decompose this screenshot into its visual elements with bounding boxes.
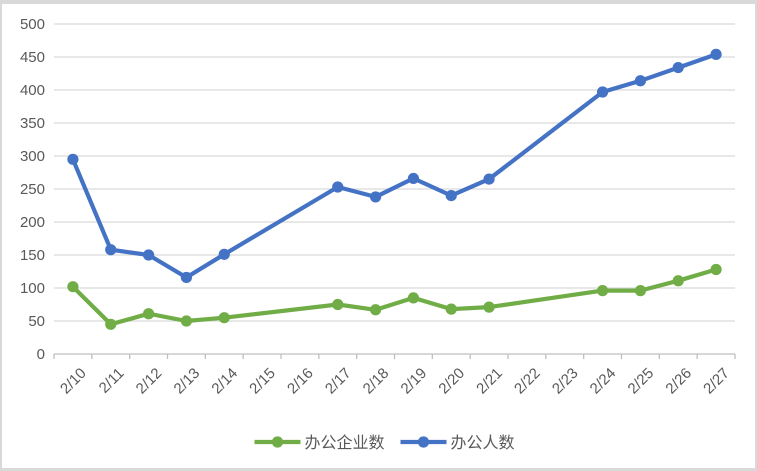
data-point-marker[interactable] xyxy=(634,75,647,87)
data-point-marker[interactable] xyxy=(596,285,609,297)
x-axis-label: 2/22 xyxy=(511,365,544,398)
x-axis-label: 2/27 xyxy=(700,365,733,398)
x-axis-ticks xyxy=(53,354,736,359)
x-axis-labels: 2/10 2/11 2/12 2/13 2/14 2/15 2/16 2/17 2/18 2/19… xyxy=(57,365,733,398)
series-line xyxy=(70,52,719,280)
data-point-marker[interactable] xyxy=(672,61,684,74)
y-axis-label: 50 xyxy=(28,313,45,330)
x-axis-label: 2/10 xyxy=(57,365,90,398)
data-point-marker[interactable] xyxy=(67,281,79,293)
data-point-marker[interactable] xyxy=(218,312,230,324)
x-axis-label: 2/13 xyxy=(171,365,204,398)
x-axis-label: 2/15 xyxy=(246,365,279,398)
data-point-marker[interactable] xyxy=(218,248,230,260)
data-point-marker[interactable] xyxy=(672,275,684,287)
y-axis-label: 150 xyxy=(20,247,45,264)
y-axis-label: 250 xyxy=(20,181,45,198)
data-point-marker[interactable] xyxy=(105,244,117,256)
x-axis-label: 2/17 xyxy=(322,365,355,398)
data-point-marker[interactable] xyxy=(180,271,193,284)
data-point-marker[interactable] xyxy=(180,315,193,327)
series-1 xyxy=(67,48,722,284)
y-axis-labels: 0 50 100 150 200 250 300 350 400 450 500 xyxy=(20,16,45,363)
data-point-marker[interactable] xyxy=(67,153,79,165)
x-axis-label: 2/12 xyxy=(133,365,166,398)
data-point-marker[interactable] xyxy=(710,48,722,60)
data-point-marker[interactable] xyxy=(369,304,382,316)
y-axis-label: 0 xyxy=(37,346,45,363)
data-point-marker[interactable] xyxy=(445,190,457,202)
y-axis-label: 100 xyxy=(20,280,45,297)
data-point-marker[interactable] xyxy=(332,181,344,193)
data-point-marker[interactable] xyxy=(483,301,495,313)
x-axis-label: 2/25 xyxy=(625,365,658,398)
data-point-marker[interactable] xyxy=(634,285,647,297)
legend-label: 办公企业数 xyxy=(305,434,385,452)
data-point-marker[interactable] xyxy=(369,191,382,203)
y-axis-label: 450 xyxy=(20,49,45,66)
data-point-marker[interactable] xyxy=(596,86,609,98)
y-axis-label: 400 xyxy=(20,82,45,99)
data-point-marker[interactable] xyxy=(332,298,344,311)
series-line xyxy=(70,267,719,327)
x-axis-label: 2/16 xyxy=(284,365,317,398)
y-axis-label: 300 xyxy=(20,148,45,165)
data-point-marker[interactable] xyxy=(142,308,155,320)
legend-marker-dot xyxy=(417,436,430,448)
x-axis-label: 2/24 xyxy=(587,365,620,398)
x-axis-label: 2/14 xyxy=(208,365,241,398)
legend: 办公企业数 办公人数 xyxy=(254,434,515,452)
y-axis-label: 350 xyxy=(20,115,45,132)
y-axis-label: 200 xyxy=(20,214,45,231)
x-axis-label: 2/23 xyxy=(549,365,582,398)
x-axis-label: 2/19 xyxy=(398,365,431,398)
data-point-marker[interactable] xyxy=(483,173,495,185)
y-axis-label: 500 xyxy=(20,16,45,33)
x-axis-label: 2/11 xyxy=(96,365,128,397)
data-point-marker[interactable] xyxy=(407,172,420,185)
x-axis-label: 2/21 xyxy=(473,365,506,398)
x-axis-label: 2/20 xyxy=(435,365,468,398)
data-point-marker[interactable] xyxy=(445,303,457,315)
data-point-marker[interactable] xyxy=(407,292,420,304)
legend-item-1[interactable]: 办公人数 xyxy=(400,434,515,452)
x-axis-label: 2/18 xyxy=(360,365,393,398)
data-point-marker[interactable] xyxy=(710,263,722,276)
legend-label: 办公人数 xyxy=(451,434,515,452)
legend-marker-dot xyxy=(271,436,284,448)
data-point-marker[interactable] xyxy=(142,249,155,261)
legend-item-0[interactable]: 办公企业数 xyxy=(254,434,385,452)
data-point-marker[interactable] xyxy=(105,318,117,330)
x-axis-label: 2/26 xyxy=(662,365,695,398)
series-0 xyxy=(67,263,722,330)
